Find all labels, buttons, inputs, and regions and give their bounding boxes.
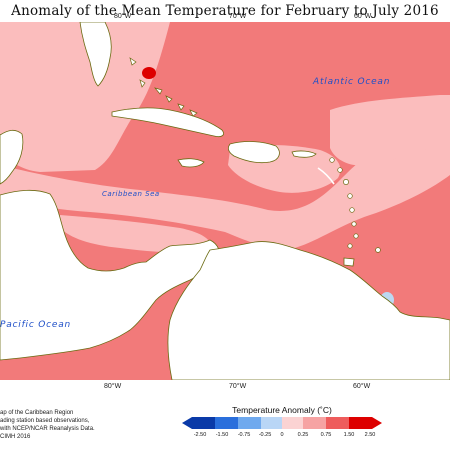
credits-line-1: ap of the Caribbean Region (0, 410, 74, 416)
land-hispaniola (227, 141, 280, 164)
legend-tick: 0.25 (297, 432, 309, 438)
ocean-light-northwest (0, 22, 170, 172)
legend-tick: -0.75 (237, 432, 251, 438)
land-puerto-rico (291, 150, 317, 158)
legend-arrow-left (182, 417, 192, 429)
legend-ticks: -2.50 -1.50 -0.75 -0.25 0 0.25 0.75 1.50… (182, 432, 382, 442)
legend-bin-2 (215, 417, 238, 429)
legend-colorbar (182, 417, 382, 429)
land-cuba (111, 107, 224, 138)
legend-bin-1 (192, 417, 215, 429)
land-central-america (0, 189, 220, 361)
legend-bin-8 (349, 417, 372, 429)
legend-tick: 2.50 (364, 432, 376, 438)
legend-arrow-right (372, 417, 382, 429)
legend-tick: 1.50 (343, 432, 355, 438)
label-caribbean-sea: Caribbean Sea (102, 190, 160, 198)
ocean-light-windward-streak (317, 167, 335, 185)
label-atlantic-ocean: Atlantic Ocean (313, 77, 391, 87)
anomaly-map (0, 22, 450, 380)
land-lesser-antilles (329, 157, 381, 253)
map-credits: ap of the Caribbean Region ading station… (0, 409, 150, 441)
legend-title: Temperature Anomaly (˚C) (232, 405, 332, 415)
land-florida (79, 22, 112, 87)
credits-line-2: ading station based observations, (0, 418, 90, 424)
credits-line-3: with NCEP/NCAR Reanalysis Data. (0, 426, 95, 432)
land-bahamas (129, 57, 198, 117)
map-title: Anomaly of the Mean Temperature for Febr… (11, 3, 439, 19)
legend-tick: -0.25 (258, 432, 272, 438)
legend-tick: 0.75 (320, 432, 332, 438)
color-legend: Temperature Anomaly (˚C) -2.50 -1.50 -0.… (182, 405, 382, 445)
ocean-light-west-land-edge (60, 215, 211, 253)
bottom-lon-label-80w: 80°W (104, 383, 122, 390)
bottom-lon-label-70w: 70°W (229, 383, 247, 390)
map-svg (0, 22, 450, 380)
bottom-lon-label-60w: 60°W (353, 383, 371, 390)
credits-line-4: CIMH 2016 (0, 434, 31, 440)
top-lon-label-70w: 70°W (229, 13, 247, 20)
legend-tick: 0 (280, 432, 284, 438)
land-jamaica (177, 158, 205, 168)
legend-bin-7 (326, 417, 349, 429)
hotspot-bahamas (142, 67, 156, 79)
legend-bin-6 (303, 417, 326, 429)
legend-tick: -2.50 (193, 432, 207, 438)
legend-bin-3 (238, 417, 261, 429)
land-south-america (167, 241, 450, 380)
top-lon-label-80w: 80°W (114, 13, 132, 20)
land-trinidad (343, 257, 355, 267)
label-pacific-ocean: Pacific Ocean (0, 320, 72, 330)
ocean-light-central-band (0, 112, 450, 249)
ocean-light-atlantic-east (330, 95, 450, 166)
legend-tick: -1.50 (215, 432, 229, 438)
legend-bin-4 (261, 417, 282, 429)
top-lon-label-60w: 60°W (354, 13, 372, 20)
land-yucatan (0, 129, 24, 185)
legend-bin-5 (282, 417, 303, 429)
